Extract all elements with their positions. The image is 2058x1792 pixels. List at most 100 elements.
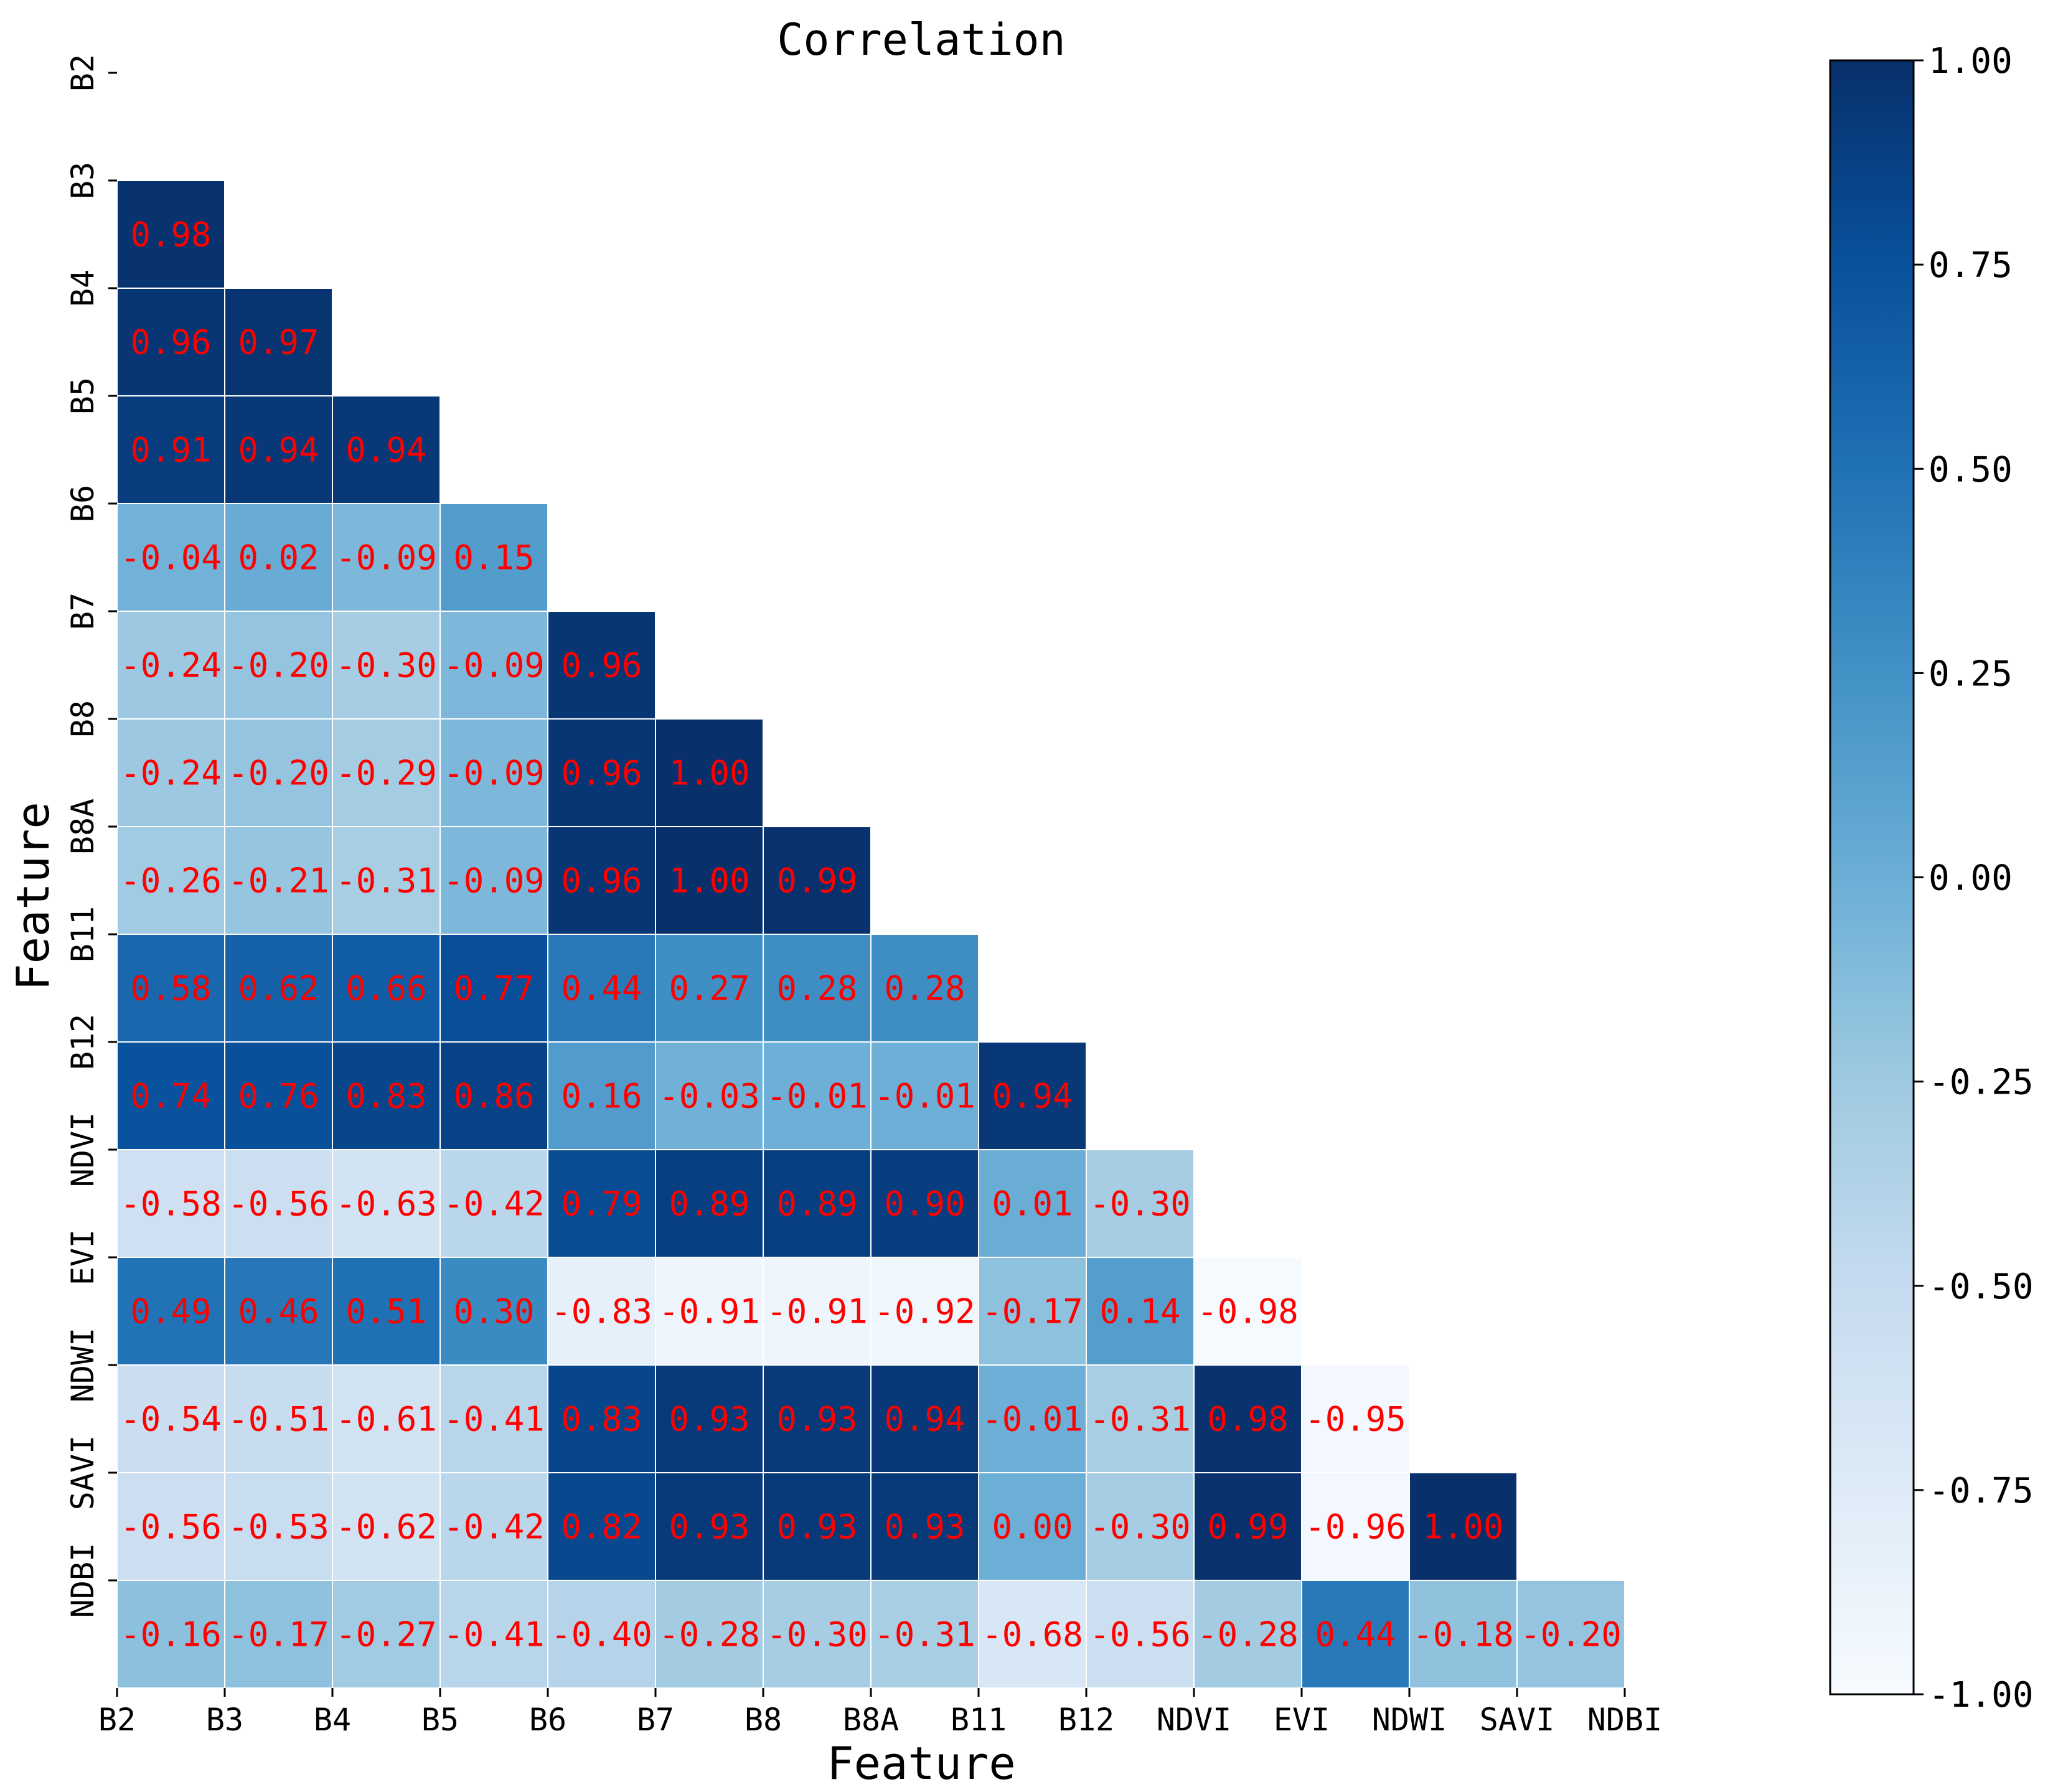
cell-value-label: -0.30 xyxy=(336,646,437,685)
cell-value-label: 0.98 xyxy=(1207,1400,1288,1439)
heatmap-cell xyxy=(547,611,656,720)
cell-value-label: -0.42 xyxy=(443,1508,545,1547)
cell-value-label: 0.96 xyxy=(130,323,211,362)
heatmap-cell xyxy=(439,1041,548,1150)
cell-value-label: -0.42 xyxy=(443,1185,545,1224)
cell-value-label: -0.18 xyxy=(1412,1615,1514,1654)
x-tick-label: B8 xyxy=(745,1702,782,1738)
y-tick-label: B4 xyxy=(65,270,101,307)
heatmap-cell xyxy=(655,826,764,935)
heatmap-cell xyxy=(116,1257,225,1366)
heatmap-cell xyxy=(439,1364,548,1473)
heatmap-cell xyxy=(116,934,225,1043)
heatmap-cell xyxy=(332,1580,441,1689)
heatmap-cell xyxy=(224,1257,333,1366)
cell-value-label: -0.27 xyxy=(336,1615,437,1654)
cell-value-label: 0.76 xyxy=(238,1077,319,1116)
heatmap-cell xyxy=(978,1472,1087,1581)
cell-value-label: -0.41 xyxy=(443,1615,545,1654)
cell-value-label: 0.79 xyxy=(561,1185,642,1224)
colorbar-tick-label: 1.00 xyxy=(1929,41,2013,82)
cell-value-label: -0.16 xyxy=(120,1615,222,1654)
heatmap-cell xyxy=(116,1364,225,1473)
heatmap-cell xyxy=(1301,1580,1410,1689)
cell-value-label: -0.96 xyxy=(1305,1508,1406,1547)
cell-value-label: -0.31 xyxy=(1089,1400,1191,1439)
cell-value-label: 0.96 xyxy=(561,754,642,793)
heatmap-cell xyxy=(978,1580,1087,1689)
cell-value-label: -0.28 xyxy=(1197,1615,1299,1654)
cell-value-label: 0.89 xyxy=(669,1185,749,1224)
heatmap-cell xyxy=(763,826,872,935)
heatmap-cell xyxy=(224,395,333,504)
heatmap-cell xyxy=(224,1149,333,1258)
cell-value-label: -0.29 xyxy=(336,754,437,793)
heatmap-cell xyxy=(439,826,548,935)
cell-value-label: 0.16 xyxy=(561,1077,642,1116)
cell-value-label: 0.90 xyxy=(884,1185,965,1224)
heatmap-cell xyxy=(116,718,225,827)
cell-value-label: -0.91 xyxy=(659,1292,760,1331)
y-tick-label: B5 xyxy=(65,377,101,415)
cell-value-label: -0.95 xyxy=(1305,1400,1406,1439)
cell-value-label: 0.51 xyxy=(345,1292,426,1331)
heatmap-cell xyxy=(1193,1364,1302,1473)
cell-value-label: -0.20 xyxy=(228,754,329,793)
cell-value-label: 0.93 xyxy=(776,1508,857,1547)
heatmap-cell xyxy=(224,1041,333,1150)
cell-value-label: 0.30 xyxy=(453,1292,534,1331)
colorbar-tick-label: -1.00 xyxy=(1929,1675,2034,1715)
cell-value-label: -0.56 xyxy=(228,1185,329,1224)
heatmap-cell xyxy=(655,1580,764,1689)
cell-value-label: -0.68 xyxy=(982,1615,1083,1654)
colorbar-tick-label: 0.25 xyxy=(1929,654,2013,694)
cell-value-label: -0.61 xyxy=(336,1400,437,1439)
heatmap-cell xyxy=(763,1364,872,1473)
x-tick-label: NDVI xyxy=(1157,1702,1231,1738)
cell-value-label: 1.00 xyxy=(1422,1508,1503,1547)
cell-value-label: 0.00 xyxy=(992,1508,1073,1547)
heatmap-cell xyxy=(655,1257,764,1366)
cell-value-label: -0.30 xyxy=(766,1615,868,1654)
colorbar-tick-label: -0.75 xyxy=(1929,1471,2034,1511)
cell-value-label: -0.04 xyxy=(120,538,222,578)
x-tick-label: NDBI xyxy=(1587,1702,1662,1738)
cell-value-label: -0.54 xyxy=(120,1400,222,1439)
heatmap-cell xyxy=(547,718,656,827)
cell-value-label: -0.01 xyxy=(982,1400,1083,1439)
heatmap-cell xyxy=(978,1364,1087,1473)
y-tick-label: B3 xyxy=(65,162,101,199)
cell-value-label: -0.31 xyxy=(336,861,437,901)
heatmap-cell xyxy=(1193,1580,1302,1689)
heatmap-cell xyxy=(870,934,979,1043)
heatmap-cell xyxy=(116,1041,225,1150)
x-tick-label: EVI xyxy=(1274,1702,1330,1738)
heatmap-cell xyxy=(224,1364,333,1473)
cell-value-label: -0.21 xyxy=(228,861,329,901)
cell-value-label: -0.20 xyxy=(228,646,329,685)
heatmap-cell xyxy=(763,934,872,1043)
heatmap-cell xyxy=(547,1580,656,1689)
cell-value-label: -0.17 xyxy=(982,1292,1083,1331)
heatmap-cell xyxy=(763,1580,872,1689)
heatmap-cell xyxy=(1409,1472,1518,1581)
heatmap-cell xyxy=(224,718,333,827)
heatmap-cell xyxy=(439,1472,548,1581)
cell-value-label: -0.09 xyxy=(336,538,437,578)
cell-value-label: 0.93 xyxy=(776,1400,857,1439)
cell-value-label: 0.86 xyxy=(453,1077,534,1116)
x-tick-label: B12 xyxy=(1058,1702,1114,1738)
cell-value-label: 0.99 xyxy=(776,861,857,901)
cell-value-label: -0.01 xyxy=(874,1077,975,1116)
y-tick-label: B2 xyxy=(65,54,101,91)
cell-value-label: -0.98 xyxy=(1197,1292,1299,1331)
cell-value-label: 0.98 xyxy=(130,215,211,255)
cell-value-label: -0.28 xyxy=(659,1615,760,1654)
cell-value-label: 0.27 xyxy=(669,969,749,1008)
heatmap-cell xyxy=(116,1472,225,1581)
heatmap-cell xyxy=(547,1472,656,1581)
x-tick-label: SAVI xyxy=(1480,1702,1554,1738)
y-axis-label: Feature xyxy=(7,802,59,990)
cell-value-label: 0.44 xyxy=(1315,1615,1396,1654)
